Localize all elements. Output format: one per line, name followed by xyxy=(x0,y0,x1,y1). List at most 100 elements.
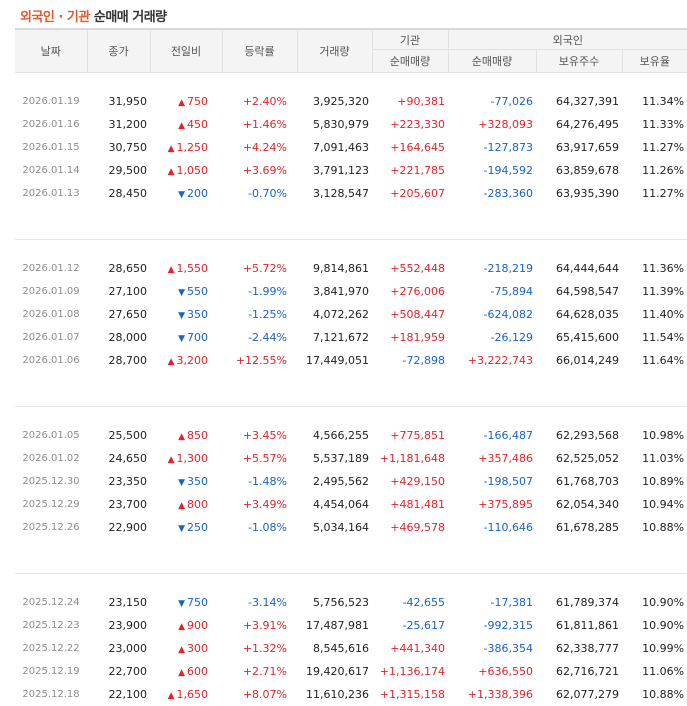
change-cell: ▲450 xyxy=(150,113,222,136)
institution-net-cell: +441,340 xyxy=(372,637,448,660)
close-cell: 22,900 xyxy=(87,516,150,539)
up-arrow-icon: ▲ xyxy=(178,668,185,678)
change-value: 350 xyxy=(187,475,208,488)
change-value: 700 xyxy=(187,331,208,344)
foreigner-ratio-cell: 11.36% xyxy=(622,257,687,280)
rate-cell: +3.45% xyxy=(222,424,297,447)
title-dot: · xyxy=(58,10,62,25)
change-value: 800 xyxy=(187,498,208,511)
up-arrow-icon: ▲ xyxy=(178,432,185,442)
change-cell: ▼550 xyxy=(150,280,222,303)
foreigner-net-cell: +328,093 xyxy=(448,113,536,136)
change-cell: ▼350 xyxy=(150,470,222,493)
date-cell: 2025.12.22 xyxy=(15,637,87,660)
foreigner-net-cell: -218,219 xyxy=(448,257,536,280)
up-arrow-icon: ▲ xyxy=(178,622,185,632)
close-cell: 31,950 xyxy=(87,90,150,113)
date-cell: 2025.12.29 xyxy=(15,493,87,516)
volume-cell: 8,545,616 xyxy=(297,637,372,660)
header-institution-net: 순매매량 xyxy=(372,50,448,73)
volume-cell: 4,072,262 xyxy=(297,303,372,326)
close-cell: 28,700 xyxy=(87,349,150,372)
rate-cell: +4.24% xyxy=(222,136,297,159)
foreigner-holdings-cell: 64,327,391 xyxy=(536,90,622,113)
volume-cell: 5,034,164 xyxy=(297,516,372,539)
volume-cell: 3,128,547 xyxy=(297,182,372,205)
date-cell: 2026.01.19 xyxy=(15,90,87,113)
foreigner-net-cell: -166,487 xyxy=(448,424,536,447)
row-spacer xyxy=(15,574,687,592)
up-arrow-icon: ▲ xyxy=(168,691,175,701)
foreigner-holdings-cell: 61,678,285 xyxy=(536,516,622,539)
row-spacer xyxy=(15,205,687,222)
foreigner-net-cell: +1,338,396 xyxy=(448,683,536,706)
header-foreigner-ratio: 보유율 xyxy=(622,50,687,73)
up-arrow-icon: ▲ xyxy=(178,121,185,131)
foreigner-net-cell: +357,486 xyxy=(448,447,536,470)
foreigner-net-cell: -624,082 xyxy=(448,303,536,326)
foreigner-net-cell: -127,873 xyxy=(448,136,536,159)
change-cell: ▲1,050 xyxy=(150,159,222,182)
header-close: 종가 xyxy=(87,29,150,73)
foreigner-holdings-cell: 64,628,035 xyxy=(536,303,622,326)
foreigner-ratio-cell: 10.90% xyxy=(622,591,687,614)
volume-cell: 4,454,064 xyxy=(297,493,372,516)
rate-cell: +3.49% xyxy=(222,493,297,516)
rate-cell: +1.46% xyxy=(222,113,297,136)
volume-cell: 17,487,981 xyxy=(297,614,372,637)
title-foreigner: 외국인 xyxy=(20,10,54,25)
date-cell: 2026.01.08 xyxy=(15,303,87,326)
rate-cell: -0.70% xyxy=(222,182,297,205)
foreigner-holdings-cell: 63,935,390 xyxy=(536,182,622,205)
foreigner-ratio-cell: 11.39% xyxy=(622,280,687,303)
change-cell: ▼200 xyxy=(150,182,222,205)
foreigner-ratio-cell: 11.54% xyxy=(622,326,687,349)
foreigner-holdings-cell: 64,598,547 xyxy=(536,280,622,303)
down-arrow-icon: ▼ xyxy=(178,524,185,534)
up-arrow-icon: ▲ xyxy=(178,98,185,108)
row-spacer xyxy=(15,556,687,574)
change-cell: ▲1,300 xyxy=(150,447,222,470)
close-cell: 23,900 xyxy=(87,614,150,637)
foreigner-ratio-cell: 11.34% xyxy=(622,90,687,113)
foreigner-ratio-cell: 11.33% xyxy=(622,113,687,136)
institution-net-cell: -25,617 xyxy=(372,614,448,637)
date-cell: 2026.01.14 xyxy=(15,159,87,182)
row-spacer xyxy=(15,73,687,91)
row-spacer xyxy=(15,372,687,389)
volume-cell: 5,537,189 xyxy=(297,447,372,470)
change-value: 900 xyxy=(187,619,208,632)
close-cell: 28,450 xyxy=(87,182,150,205)
change-value: 550 xyxy=(187,285,208,298)
close-cell: 23,000 xyxy=(87,637,150,660)
institution-net-cell: +164,645 xyxy=(372,136,448,159)
foreigner-ratio-cell: 10.98% xyxy=(622,424,687,447)
change-value: 1,300 xyxy=(177,452,209,465)
foreigner-net-cell: -198,507 xyxy=(448,470,536,493)
header-institution-group: 기관 xyxy=(372,29,448,50)
foreigner-net-cell: -17,381 xyxy=(448,591,536,614)
date-cell: 2026.01.07 xyxy=(15,326,87,349)
rate-cell: +5.72% xyxy=(222,257,297,280)
header-foreigner-net: 순매매량 xyxy=(448,50,536,73)
foreigner-holdings-cell: 63,859,678 xyxy=(536,159,622,182)
rate-cell: +3.69% xyxy=(222,159,297,182)
foreigner-ratio-cell: 11.40% xyxy=(622,303,687,326)
foreigner-net-cell: +375,895 xyxy=(448,493,536,516)
foreigner-ratio-cell: 10.88% xyxy=(622,683,687,706)
foreigner-net-cell: -110,646 xyxy=(448,516,536,539)
foreigner-ratio-cell: 11.03% xyxy=(622,447,687,470)
header-foreigner-holdings: 보유주수 xyxy=(536,50,622,73)
change-cell: ▲600 xyxy=(150,660,222,683)
volume-cell: 9,814,861 xyxy=(297,257,372,280)
rate-cell: -3.14% xyxy=(222,591,297,614)
close-cell: 28,650 xyxy=(87,257,150,280)
